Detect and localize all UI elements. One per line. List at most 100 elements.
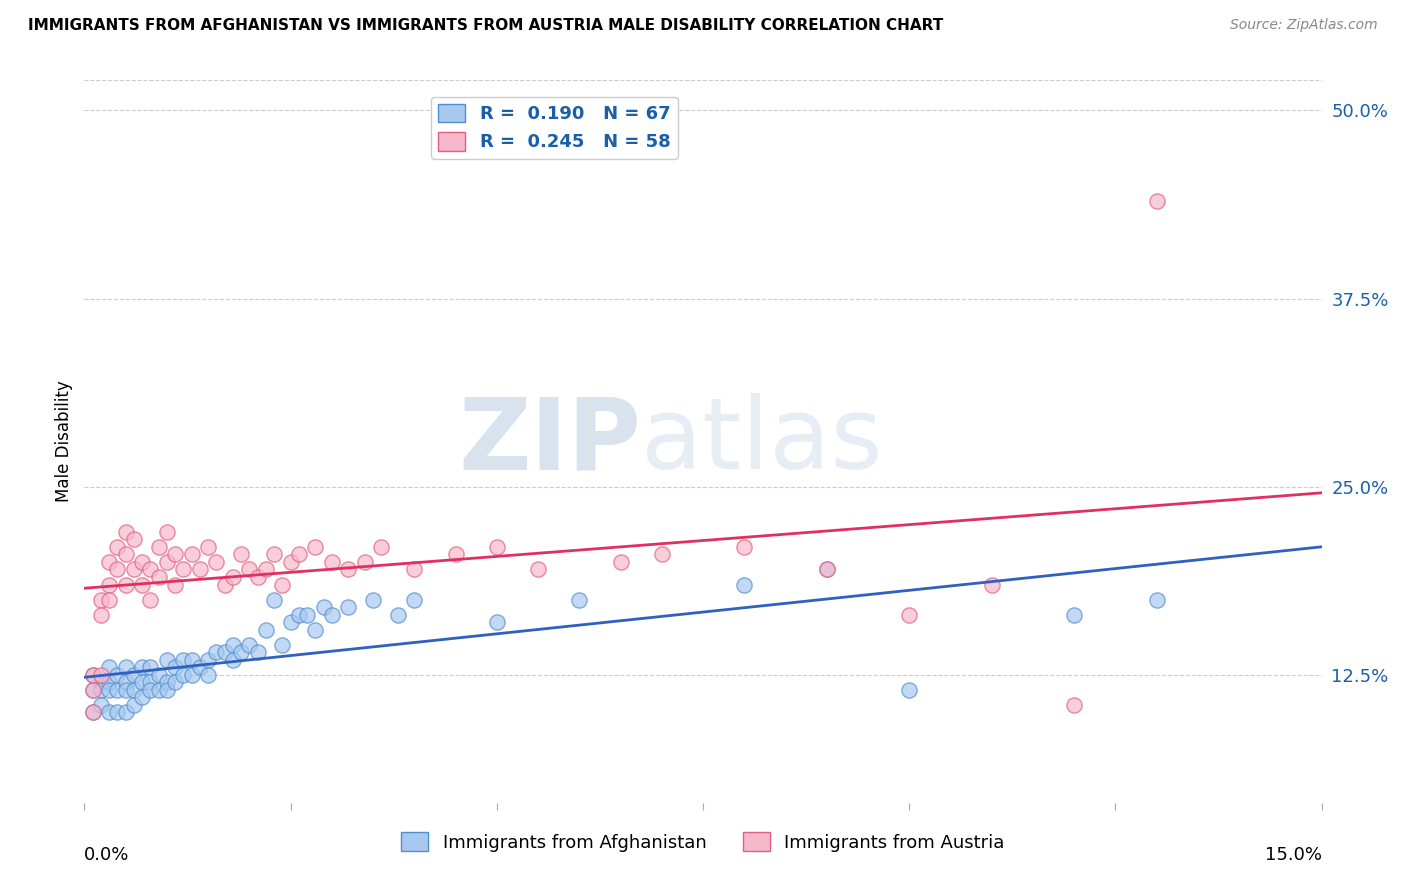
Point [312,600,335,615]
Point [114,548,136,562]
Point [527,562,550,576]
Point [222,638,245,652]
Point [295,607,318,622]
Point [105,682,128,697]
Point [131,675,153,690]
Text: IMMIGRANTS FROM AFGHANISTAN VS IMMIGRANTS FROM AUSTRIA MALE DISABILITY CORRELATI: IMMIGRANTS FROM AFGHANISTAN VS IMMIGRANT… [28,18,943,33]
Point [139,660,162,674]
Point [197,668,219,682]
Point [222,570,245,584]
Point [444,548,467,562]
Point [222,653,245,667]
Point [90,592,112,607]
Point [122,562,145,576]
Point [90,682,112,697]
Point [98,682,121,697]
Point [90,668,112,682]
Point [156,555,179,569]
Point [139,682,162,697]
Point [180,653,202,667]
Point [98,706,121,720]
Point [90,607,112,622]
Point [114,682,136,697]
Point [214,577,236,591]
Point [238,562,260,576]
Point [980,577,1002,591]
Point [105,668,128,682]
Point [280,615,302,630]
Point [288,548,311,562]
Point [370,540,392,554]
Point [651,548,673,562]
Point [188,660,211,674]
Point [485,615,508,630]
Point [304,623,326,637]
Point [568,592,591,607]
Point [229,548,252,562]
Point [122,698,145,712]
Point [82,668,104,682]
Point [361,592,384,607]
Point [387,607,409,622]
Point [205,555,228,569]
Point [815,562,838,576]
Point [172,562,194,576]
Point [485,540,508,554]
Point [82,682,104,697]
Point [90,698,112,712]
Point [733,540,755,554]
Point [131,690,153,705]
Point [122,668,145,682]
Point [263,592,285,607]
Point [148,668,170,682]
Point [246,570,269,584]
Point [131,555,153,569]
Point [114,675,136,690]
Point [172,668,194,682]
Point [156,524,179,539]
Point [82,706,104,720]
Point [139,592,162,607]
Point [105,562,128,576]
Point [609,555,631,569]
Point [122,682,145,697]
Point [165,577,187,591]
Point [246,645,269,659]
Text: Source: ZipAtlas.com: Source: ZipAtlas.com [1230,18,1378,32]
Point [139,562,162,576]
Point [1146,194,1168,208]
Point [98,577,121,591]
Point [188,562,211,576]
Point [165,548,187,562]
Point [82,682,104,697]
Point [733,577,755,591]
Point [229,645,252,659]
Point [105,540,128,554]
Point [139,675,162,690]
Point [1063,698,1085,712]
Point [404,562,426,576]
Point [254,623,277,637]
Point [271,638,294,652]
Text: 0.0%: 0.0% [84,847,129,864]
Point [197,653,219,667]
Point [280,555,302,569]
Point [105,706,128,720]
Point [263,548,285,562]
Point [114,706,136,720]
Point [815,562,838,576]
Text: atlas: atlas [641,393,883,490]
Point [337,600,360,615]
Point [98,555,121,569]
Point [238,638,260,652]
Point [304,540,326,554]
Point [165,675,187,690]
Point [148,682,170,697]
Point [114,660,136,674]
Point [180,548,202,562]
Point [148,570,170,584]
Point [353,555,375,569]
Point [180,668,202,682]
Point [82,706,104,720]
Point [288,607,311,622]
